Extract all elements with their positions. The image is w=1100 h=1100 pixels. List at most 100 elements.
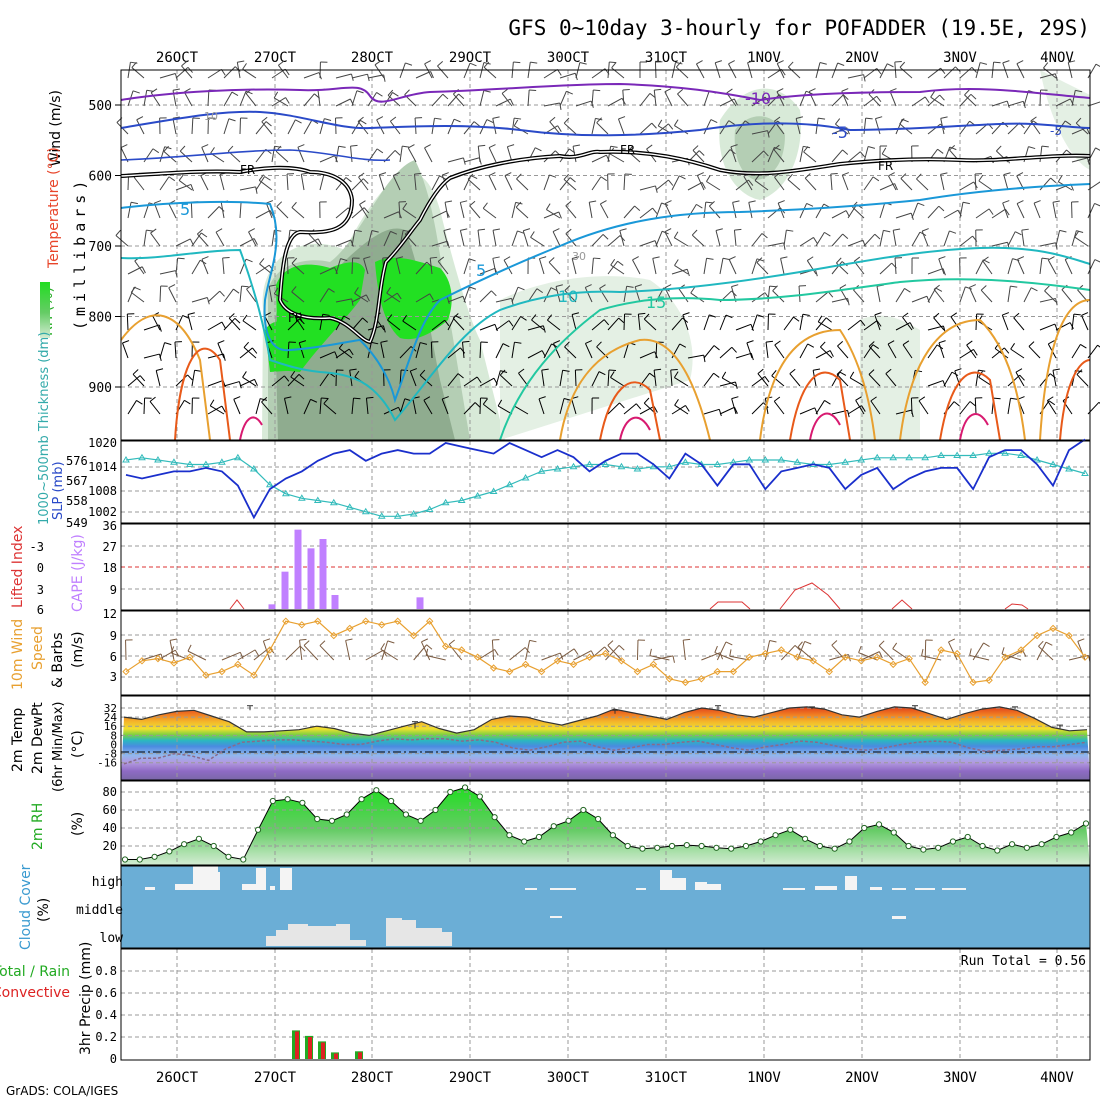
upper-barb-shaft <box>143 324 160 331</box>
upper-barb-shaft <box>767 147 775 163</box>
upper-barb <box>879 229 891 247</box>
upper-barb <box>444 200 453 219</box>
upper-barb <box>855 396 865 415</box>
upper-barb-flag <box>444 200 453 203</box>
upper-barb-flag <box>252 347 258 354</box>
upper-barb <box>918 396 929 415</box>
upper-barb <box>563 173 577 191</box>
date-label-bottom-28OCT: 28OCT <box>351 1070 394 1086</box>
upper-barb-flag <box>382 325 386 333</box>
upper-barb-flag <box>1016 172 1024 177</box>
upper-barb <box>155 368 164 387</box>
upper-barb <box>207 290 225 303</box>
rh-marker <box>535 833 543 841</box>
upper-barb <box>239 186 258 194</box>
upper-barb-shaft <box>149 401 161 415</box>
upper-barb-shaft <box>255 264 270 275</box>
upper-barb <box>239 238 258 247</box>
upper-barb <box>623 205 641 219</box>
upper-barb <box>677 88 689 107</box>
upper-barb-flag <box>228 313 235 319</box>
upper-barb <box>773 144 785 163</box>
upper-barb-flag <box>889 88 897 92</box>
upper-barb-flag <box>141 266 146 274</box>
upper-barb-flag <box>617 260 624 266</box>
upper-barb-flag <box>962 201 970 205</box>
upper-barb-shaft <box>887 343 897 359</box>
temp-tick-0: 0 <box>110 738 117 751</box>
upper-barb <box>463 286 477 303</box>
upper-barb <box>975 208 994 219</box>
upper-barb-shaft <box>319 288 330 303</box>
upper-barb <box>215 228 225 247</box>
upper-barb-shaft <box>703 119 712 135</box>
upper-barb-flag <box>414 172 422 175</box>
upper-barb-shaft <box>902 344 913 359</box>
upper-barb-flag <box>734 407 738 414</box>
wind10-barb <box>413 644 428 661</box>
upper-barb-flag <box>548 257 555 263</box>
thickness-marker <box>777 456 786 463</box>
upper-barb-flag <box>819 62 827 65</box>
thickness-marker <box>841 458 850 465</box>
upper-barb <box>841 172 850 191</box>
upper-barb-flag <box>206 297 210 305</box>
upper-barb-shaft <box>175 183 192 191</box>
upper-barb-flag <box>954 368 962 372</box>
upper-barb <box>783 316 800 331</box>
upper-barb <box>283 396 292 415</box>
upper-barb-shaft <box>703 202 707 219</box>
upper-barb-shaft <box>477 230 481 247</box>
date-label-bottom-29OCT: 29OCT <box>449 1070 492 1086</box>
upper-barb-shaft <box>622 90 625 107</box>
pressure-tick-600: 600 <box>89 170 112 185</box>
upper-barb <box>863 320 882 331</box>
upper-barb <box>927 268 946 276</box>
rh-marker <box>1038 841 1045 848</box>
wind10-barb <box>381 640 389 661</box>
cape-label-li: Lifted Index <box>10 526 26 608</box>
label-fr-4: FR <box>288 311 303 325</box>
upper-barb-shaft <box>735 179 749 191</box>
upper-barb-flag <box>392 92 399 97</box>
wind10-barb-flag <box>618 644 625 651</box>
upper-barb-flag <box>530 231 535 238</box>
upper-barb <box>836 369 849 387</box>
upper-barb-flag <box>894 61 902 63</box>
upper-barb-shaft <box>483 66 497 79</box>
upper-barb-shaft <box>767 94 780 107</box>
rh-marker <box>151 853 158 860</box>
upper-barb-shaft <box>380 342 385 359</box>
upper-barb-shaft <box>756 262 769 275</box>
upper-barb-shaft <box>682 314 689 331</box>
upper-barb-shaft <box>271 146 276 163</box>
upper-barb-shaft <box>927 380 944 387</box>
date-label-top-4NOV: 4NOV <box>1040 50 1074 66</box>
upper-barb-flag <box>610 145 618 148</box>
upper-barb-shaft <box>1039 73 1056 79</box>
upper-barb-shaft <box>273 97 289 107</box>
upper-barb-flag <box>517 230 525 234</box>
cloud-high-12 <box>672 878 686 890</box>
wind10-barb-flag <box>1077 638 1085 642</box>
upper-barb-shaft <box>548 261 561 275</box>
upper-barb-flag <box>502 343 510 348</box>
wind-speed-marker <box>969 678 977 687</box>
upper-barb-flag <box>930 91 935 98</box>
wind-speed-marker <box>889 660 897 669</box>
upper-barb-shaft <box>511 230 518 247</box>
cloud-low-3 <box>308 926 336 946</box>
upper-barb-shaft <box>853 289 865 303</box>
upper-barb-shaft <box>849 377 865 387</box>
upper-barb <box>143 229 154 247</box>
upper-barb <box>367 74 386 82</box>
wind10-barb-flag <box>421 638 429 643</box>
upper-barb-shaft <box>207 89 210 107</box>
upper-barb-flag <box>402 145 410 148</box>
upper-barb-shaft <box>463 376 478 387</box>
isotherm-minus-5 <box>120 110 1091 137</box>
cloud-mid-1 <box>892 916 906 919</box>
upper-barb <box>497 399 513 415</box>
upper-barb-flag <box>549 174 557 178</box>
upper-barb-shaft <box>351 230 356 247</box>
